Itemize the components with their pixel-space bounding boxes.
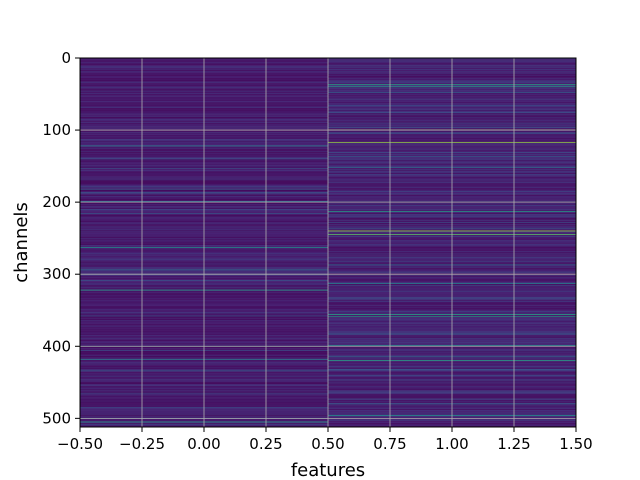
x-tick-label: 1.50 (559, 435, 592, 453)
x-tick-label: 1.25 (497, 435, 530, 453)
x-tick-label: −0.25 (119, 435, 165, 453)
y-tick-label: 500 (42, 409, 71, 427)
x-tick-label: 1.00 (435, 435, 468, 453)
x-axis-ticks: −0.50 −0.25 0.00 0.25 0.50 0.75 1.00 1.25 1.50 (57, 427, 593, 453)
x-tick-label: 0.00 (187, 435, 220, 453)
y-tick-label: 300 (42, 265, 71, 283)
y-tick-label: 200 (42, 193, 71, 211)
x-tick-label: 0.25 (249, 435, 282, 453)
y-tick-label: 0 (61, 49, 71, 67)
y-axis-label: channels (11, 202, 32, 283)
x-tick-label: 0.50 (311, 435, 344, 453)
y-tick-label: 100 (42, 121, 71, 139)
x-tick-label: −0.50 (57, 435, 103, 453)
y-axis-ticks: 0 100 200 300 400 500 (42, 49, 80, 427)
y-tick-label: 400 (42, 337, 71, 355)
x-axis-label: features (291, 460, 365, 480)
x-tick-label: 0.75 (373, 435, 406, 453)
